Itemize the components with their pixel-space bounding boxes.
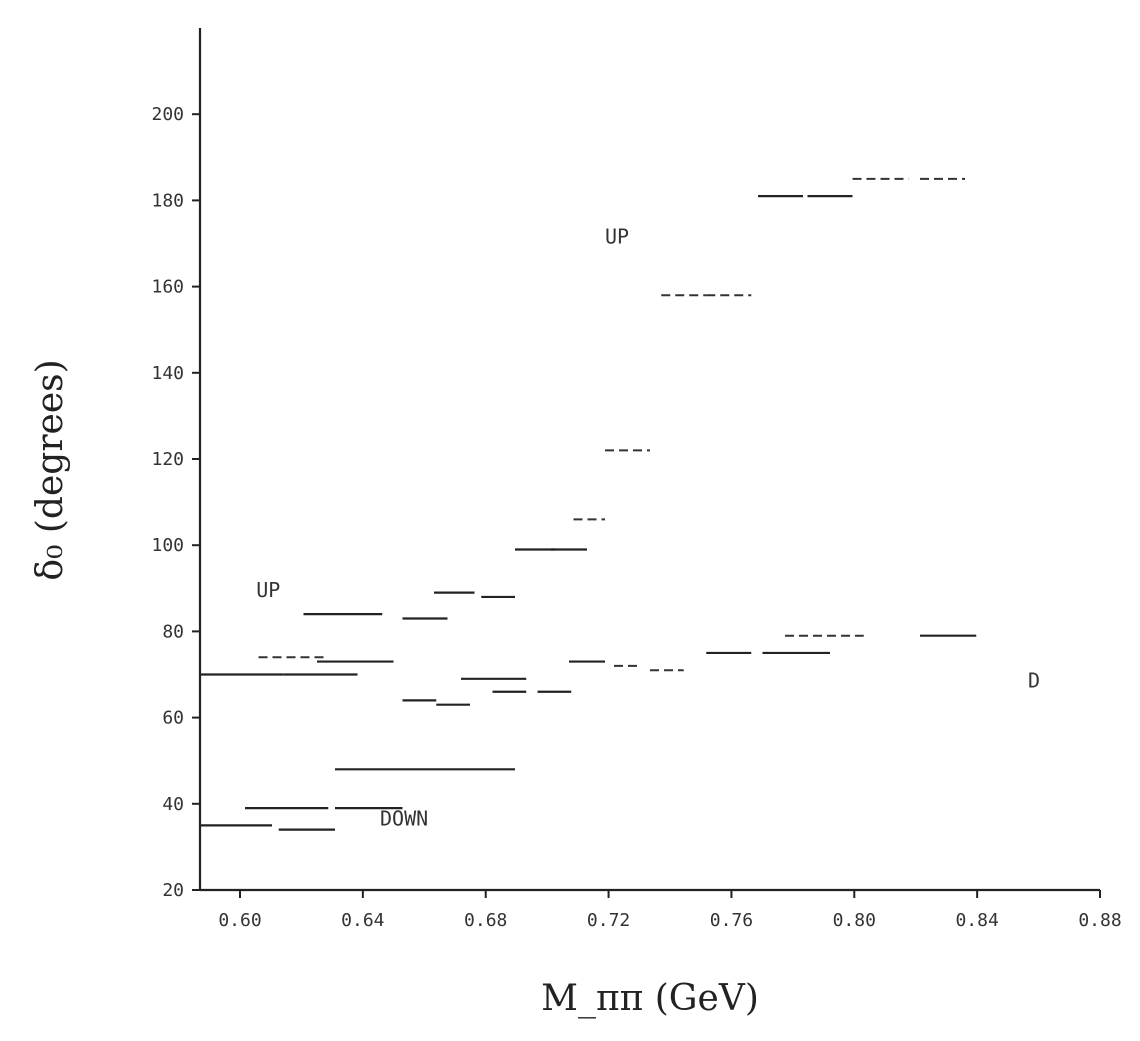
annotation-label: UP — [256, 578, 280, 602]
x-tick-label: 0.60 — [218, 910, 261, 931]
x-tick-label: 0.64 — [341, 910, 384, 931]
x-tick-label: 0.76 — [710, 910, 753, 931]
annotation-label: D — [1028, 668, 1040, 692]
annotation-label: DOWN — [380, 806, 428, 830]
x-tick-label: 0.68 — [464, 910, 507, 931]
y-tick-label: 40 — [162, 794, 184, 815]
x-tick-label: 0.84 — [955, 910, 998, 931]
y-tick-label: 60 — [162, 708, 184, 729]
chart-annotations: UP DOWN UP D — [256, 225, 1040, 831]
y-tick-label: 160 — [151, 277, 184, 298]
y-tick-label: 100 — [151, 535, 184, 556]
y-axis-title: δ₀ (degrees) — [30, 359, 71, 580]
y-tick-label: 200 — [151, 104, 184, 125]
x-tick-label: 0.72 — [587, 910, 630, 931]
x-tick-label: 0.88 — [1078, 910, 1121, 931]
chart-marks — [200, 177, 977, 831]
y-tick-label: 20 — [162, 880, 184, 901]
y-tick-label: 180 — [151, 190, 184, 211]
chart-axes: 0.60 0.64 0.68 0.72 0.76 0.80 0.84 0.88 20 40 60 80… — [151, 28, 1122, 931]
y-tick-label: 80 — [162, 621, 184, 642]
y-tick-label: 140 — [151, 363, 184, 384]
annotation-label: UP — [605, 225, 629, 249]
y-tick-label: 120 — [151, 449, 184, 470]
x-tick-label: 0.80 — [833, 910, 876, 931]
x-axis-title: M_ππ (GeV) — [541, 978, 759, 1019]
